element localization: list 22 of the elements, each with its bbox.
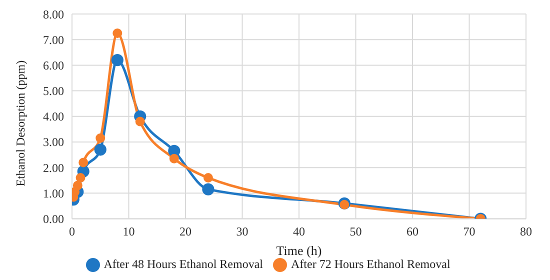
x-tick-label: 40 <box>293 224 305 238</box>
x-tick-label: 0 <box>69 224 75 238</box>
y-tick-label: 1.00 <box>43 186 64 200</box>
y-tick-label: 6.00 <box>43 58 64 72</box>
x-tick-label: 70 <box>463 224 476 238</box>
legend-label: After 72 Hours Ethanol Removal <box>291 256 450 271</box>
y-tick-label: 2.00 <box>43 160 64 175</box>
y-axis-title: Ethanol Desorption (ppm) <box>13 60 28 186</box>
x-tick-label: 30 <box>236 224 248 238</box>
x-tick-label: 10 <box>122 224 135 238</box>
y-tick-label: 5.00 <box>43 84 64 98</box>
x-tick-label: 50 <box>350 224 362 238</box>
y-tick-label: 4.00 <box>43 110 64 124</box>
legend-label: After 48 Hours Ethanol Removal <box>104 256 263 271</box>
x-tick-label: 80 <box>520 224 532 238</box>
y-tick-label: 0.00 <box>43 212 64 226</box>
y-tick-label: 7.00 <box>43 32 64 47</box>
x-tick-label: 60 <box>406 224 418 238</box>
y-tick-label: 8.00 <box>43 7 64 22</box>
y-tick-label: 3.00 <box>43 135 64 150</box>
x-axis-title: Time (h) <box>276 242 322 258</box>
x-tick-label: 20 <box>180 224 192 238</box>
